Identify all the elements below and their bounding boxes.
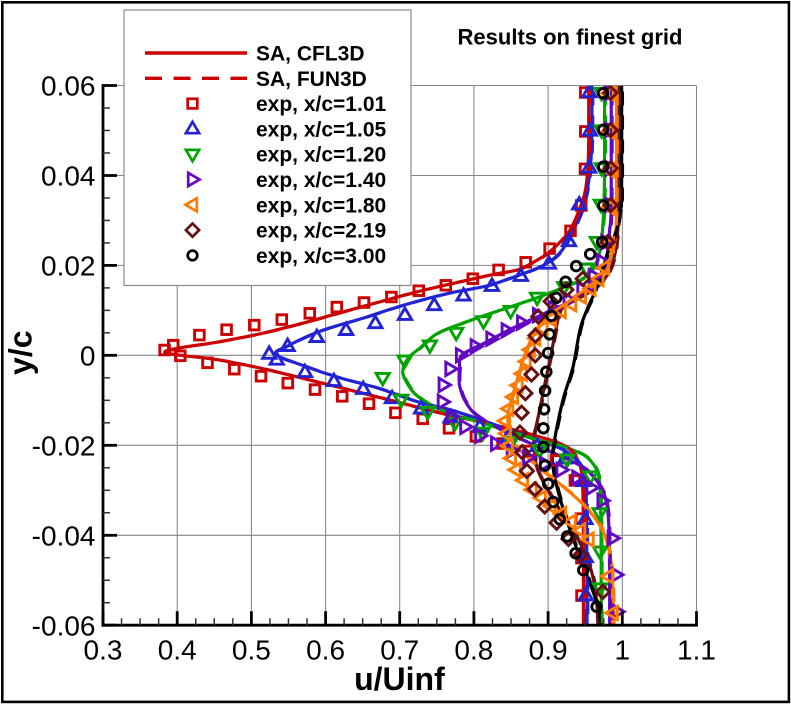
svg-text:Results on finest grid: Results on finest grid bbox=[458, 25, 683, 50]
svg-text:u/Uinf: u/Uinf bbox=[354, 661, 445, 697]
svg-text:exp, x/c=3.00: exp, x/c=3.00 bbox=[256, 245, 386, 268]
svg-text:-0.04: -0.04 bbox=[32, 521, 96, 552]
svg-text:0.8: 0.8 bbox=[454, 634, 493, 665]
svg-text:0.9: 0.9 bbox=[529, 634, 568, 665]
svg-text:0.5: 0.5 bbox=[232, 634, 271, 665]
svg-text:0.7: 0.7 bbox=[380, 634, 419, 665]
svg-text:exp, x/c=1.40: exp, x/c=1.40 bbox=[256, 169, 386, 192]
svg-text:exp, x/c=1.80: exp, x/c=1.80 bbox=[256, 194, 386, 217]
svg-text:0.04: 0.04 bbox=[41, 161, 96, 192]
svg-text:-0.06: -0.06 bbox=[32, 610, 96, 641]
svg-text:1.1: 1.1 bbox=[677, 634, 716, 665]
svg-text:exp, x/c=2.19: exp, x/c=2.19 bbox=[256, 220, 386, 243]
svg-text:0.02: 0.02 bbox=[41, 251, 96, 282]
svg-text:1: 1 bbox=[615, 634, 631, 665]
svg-text:SA, CFL3D: SA, CFL3D bbox=[256, 43, 365, 66]
svg-text:exp, x/c=1.01: exp, x/c=1.01 bbox=[256, 93, 387, 116]
svg-text:exp, x/c=1.20: exp, x/c=1.20 bbox=[256, 144, 386, 167]
svg-text:0.3: 0.3 bbox=[84, 634, 123, 665]
svg-text:SA, FUN3D: SA, FUN3D bbox=[256, 68, 367, 91]
svg-text:0: 0 bbox=[80, 341, 96, 372]
svg-text:-0.02: -0.02 bbox=[32, 431, 96, 462]
svg-text:0.6: 0.6 bbox=[306, 634, 345, 665]
svg-text:0.4: 0.4 bbox=[158, 634, 197, 665]
svg-text:exp, x/c=1.05: exp, x/c=1.05 bbox=[256, 118, 387, 141]
svg-text:y/c: y/c bbox=[3, 330, 39, 374]
svg-text:0.06: 0.06 bbox=[41, 71, 96, 102]
